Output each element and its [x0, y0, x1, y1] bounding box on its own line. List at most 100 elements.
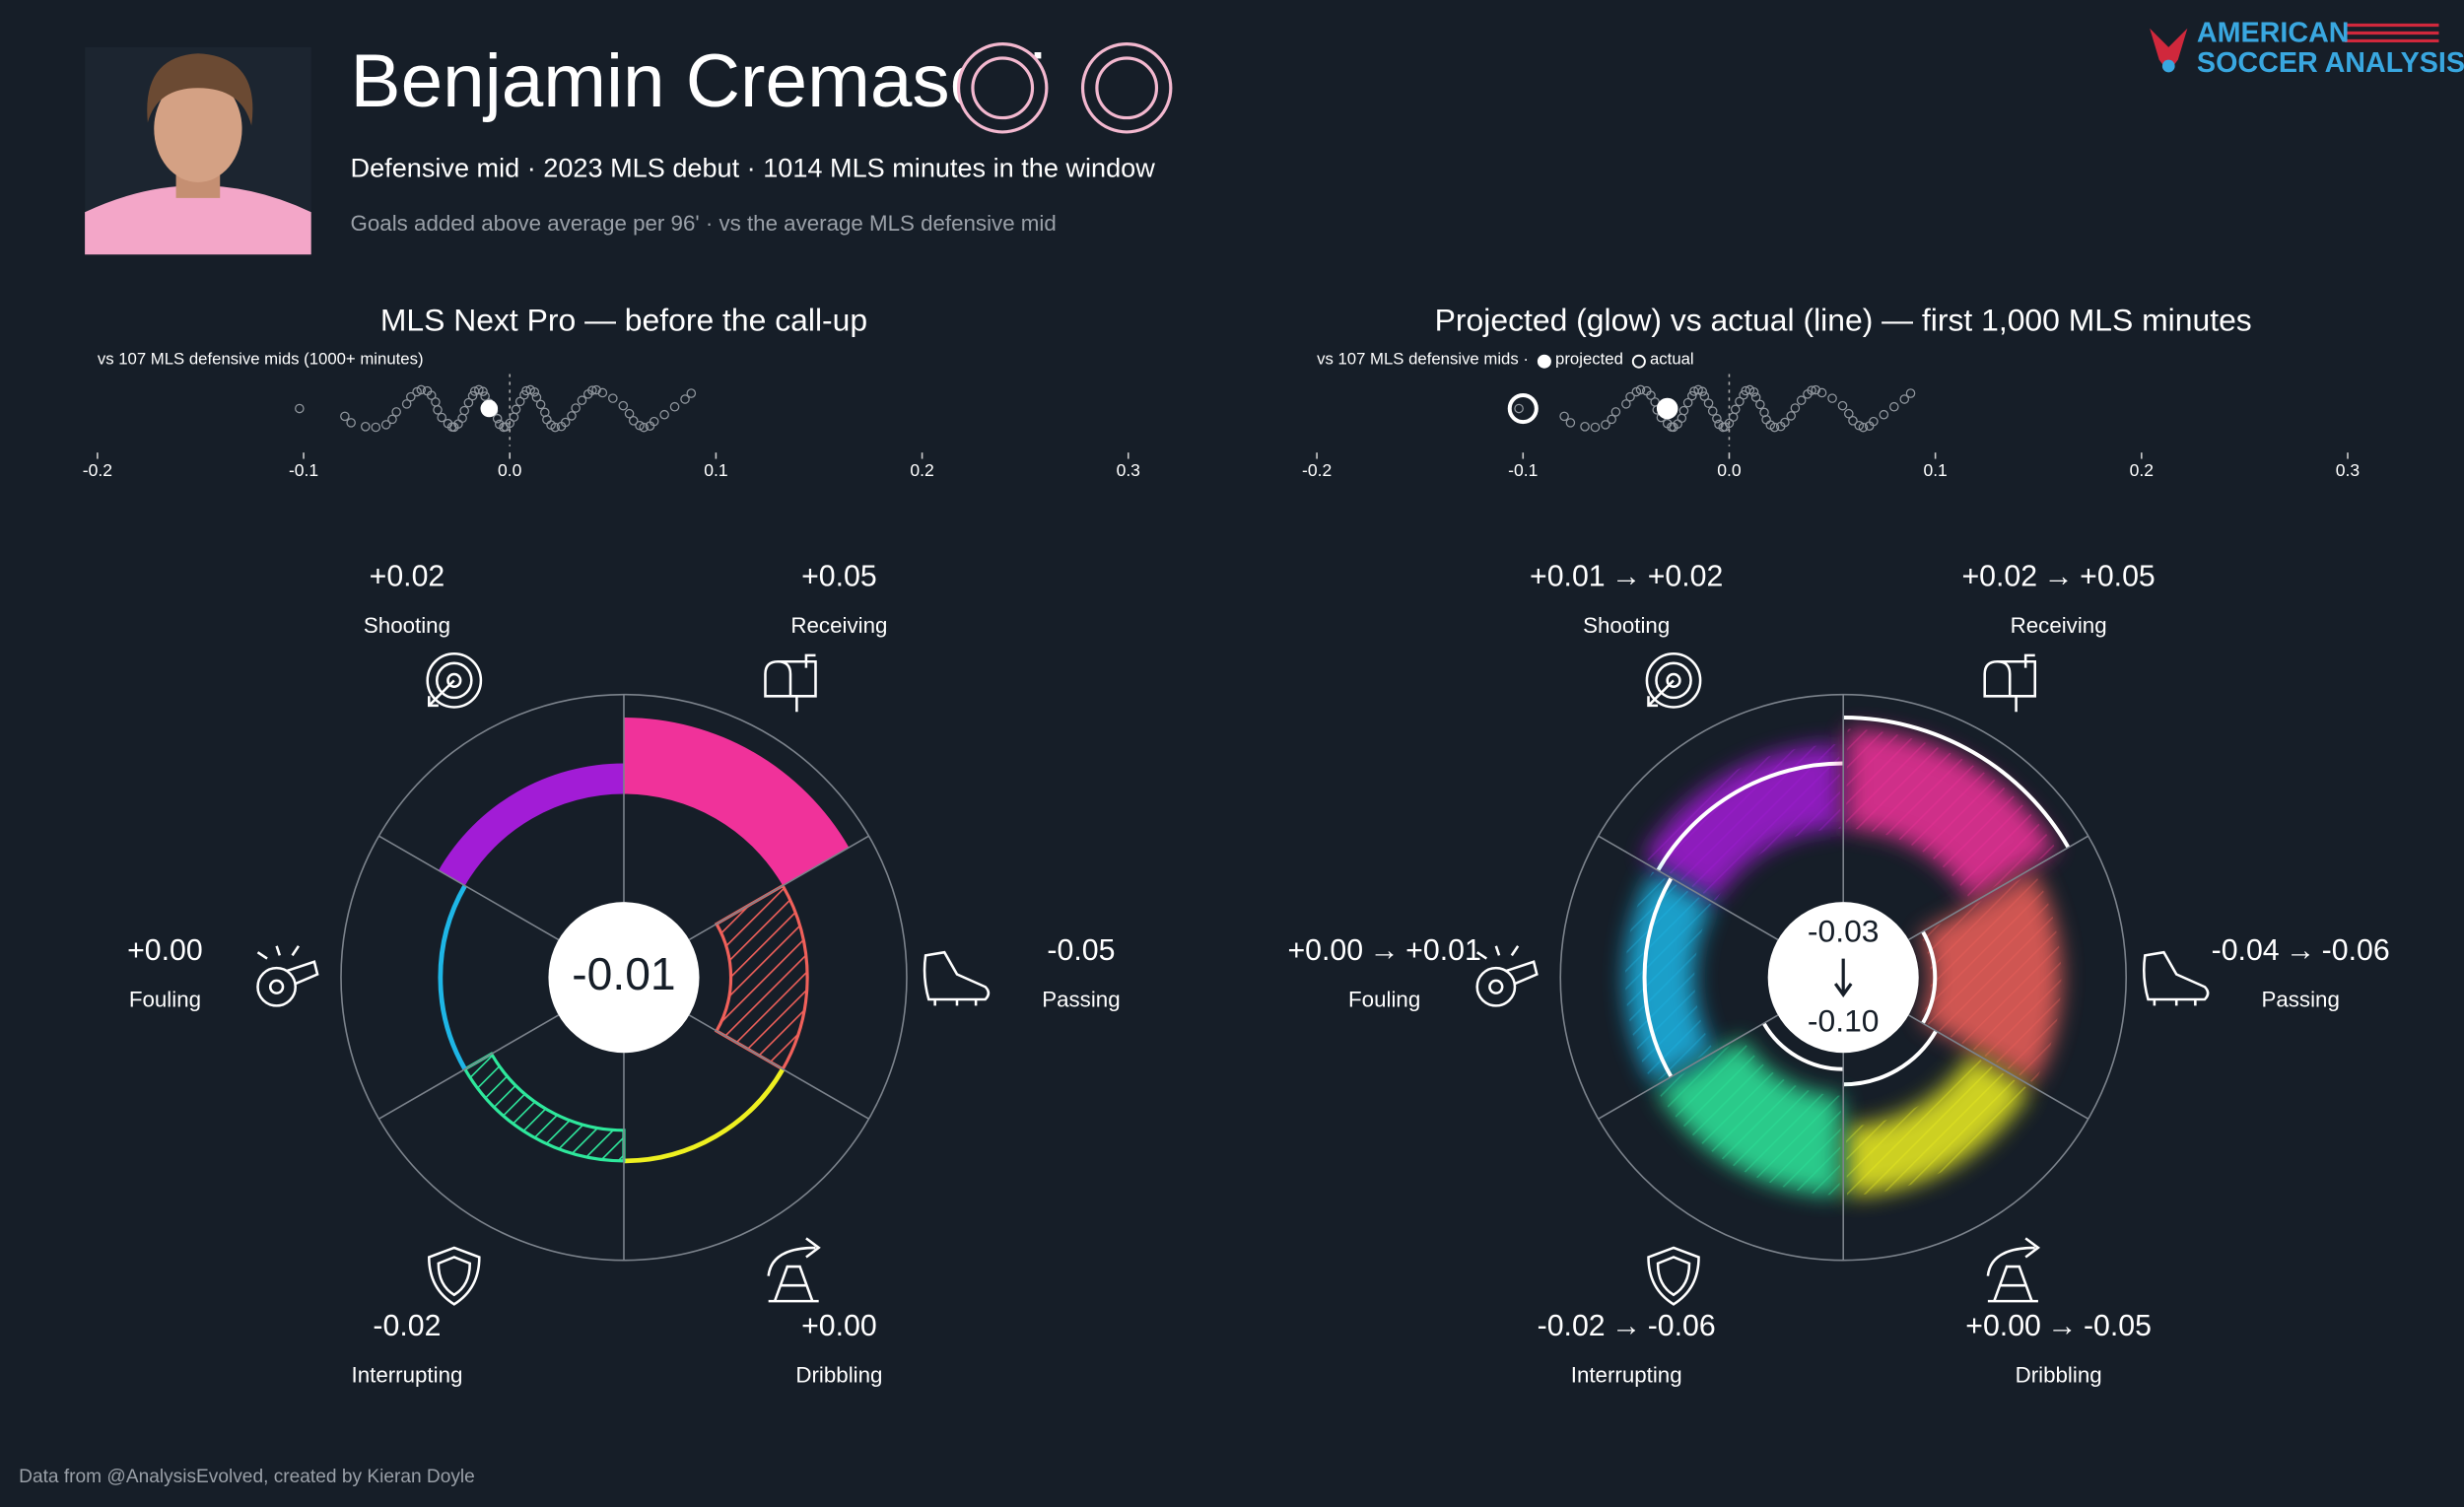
population-point [591, 384, 601, 395]
actual-line [1843, 1029, 1938, 1087]
population-point [1730, 404, 1741, 415]
value-label: +0.02 [370, 561, 445, 593]
population-point [1811, 384, 1821, 395]
projected-hatch [1643, 743, 1841, 901]
population-point [1607, 414, 1617, 425]
x-tick-label: -0.1 [289, 460, 318, 480]
population-point [1697, 386, 1708, 396]
population-point [567, 411, 577, 421]
population-point [1712, 413, 1722, 424]
population-point [1780, 417, 1790, 428]
icon-stroke [1476, 945, 1539, 986]
value-label: +0.00 [801, 1310, 877, 1342]
total-arrow [1833, 958, 1853, 997]
population-point [1621, 399, 1631, 409]
population-point [624, 408, 635, 419]
bars [1624, 715, 2071, 1196]
icon-stroke [1986, 1237, 2041, 1303]
player-name: Benjamin Cremaschi [351, 39, 1047, 123]
projected-hatch [1920, 871, 2062, 1083]
population-point [1790, 403, 1801, 413]
category-name: Fouling [1348, 988, 1420, 1012]
population-point [649, 416, 659, 427]
icon-stroke [923, 950, 991, 1006]
value-label: -0.04 → -0.06 [2212, 934, 2390, 967]
population-point [1707, 406, 1718, 416]
population-point [1748, 387, 1759, 397]
population-point [387, 414, 397, 425]
population-point [416, 384, 427, 395]
population-point [1635, 384, 1646, 395]
actual-line [1843, 715, 2071, 849]
population-point [535, 399, 546, 410]
population-point [608, 393, 618, 403]
actual-label: +0.05 [2080, 561, 2156, 593]
actual-line [1921, 930, 1938, 1025]
population-point [1514, 403, 1524, 414]
actual-total: -0.10 [1808, 1002, 1880, 1038]
projected-hatch [1624, 871, 1714, 1083]
legend-marker [1631, 354, 1646, 369]
x-tick-label: 0.1 [704, 460, 727, 480]
population-point [571, 403, 581, 413]
population-point [597, 387, 608, 398]
bars [438, 717, 850, 1164]
population-point [1879, 409, 1889, 420]
legend-label: actual [1650, 350, 1694, 369]
projected-hatch [1656, 1038, 1842, 1196]
player-info: Defensive mid · 2023 MLS debut · 1014 ML… [351, 152, 1156, 182]
icon-stroke [428, 679, 455, 708]
icon-stroke [764, 653, 817, 713]
change-arrow: → [2286, 934, 2315, 967]
icon-stroke [268, 979, 285, 994]
population-point [361, 422, 371, 432]
population-point [669, 401, 680, 412]
actual-label: -0.05 [2084, 1310, 2152, 1342]
icon-stroke [1666, 672, 1681, 689]
sector-divider [688, 1014, 869, 1120]
bar [623, 717, 850, 886]
projected-label: +0.00 [1288, 934, 1364, 967]
x-tick-label: -0.2 [83, 460, 112, 480]
icon-stroke [256, 966, 298, 1007]
category-icon [428, 1246, 481, 1306]
actual-line [1761, 1022, 1844, 1071]
value-label: -0.02 → -0.06 [1538, 1310, 1716, 1342]
population-point [406, 391, 416, 402]
category-icon [767, 1237, 821, 1303]
icon-stroke [1475, 966, 1517, 1007]
icon-stroke [1655, 661, 1692, 700]
value-label: +0.00 → -0.05 [1965, 1310, 2152, 1342]
actual-label: +0.02 [1648, 561, 1724, 593]
category-name: Dribbling [2016, 1363, 2102, 1388]
club-crests [956, 42, 1173, 134]
sector-divider [688, 835, 869, 941]
population-point [1858, 422, 1869, 433]
population-point [1827, 393, 1837, 403]
change-arrow: → [1611, 561, 1641, 593]
actual-point [1507, 392, 1539, 425]
strip-subtitle: vs 107 MLS defensive mids · [1317, 350, 1529, 369]
category-icon [764, 653, 817, 713]
total-label: -0.01 [572, 948, 675, 999]
logo-text: AMERICAN [2197, 18, 2350, 49]
legend-marker [1537, 354, 1551, 369]
population-point [1601, 420, 1610, 430]
player-point [480, 399, 499, 418]
actual-label: -0.06 [1648, 1310, 1716, 1342]
population-point [1699, 391, 1710, 401]
population-point [1610, 407, 1621, 417]
category-name: Fouling [129, 988, 201, 1012]
population-point [680, 394, 690, 404]
projected-hatch [1845, 1054, 2030, 1196]
population-point [492, 413, 503, 424]
bar [438, 763, 624, 886]
category-name: Shooting [364, 613, 450, 638]
icon-stroke [446, 672, 462, 689]
sector-divider [1908, 1014, 2089, 1120]
x-tick-label: 0.3 [1117, 460, 1140, 480]
population-point [1646, 390, 1656, 400]
category-icon [1645, 651, 1702, 709]
population-point [1786, 411, 1796, 421]
